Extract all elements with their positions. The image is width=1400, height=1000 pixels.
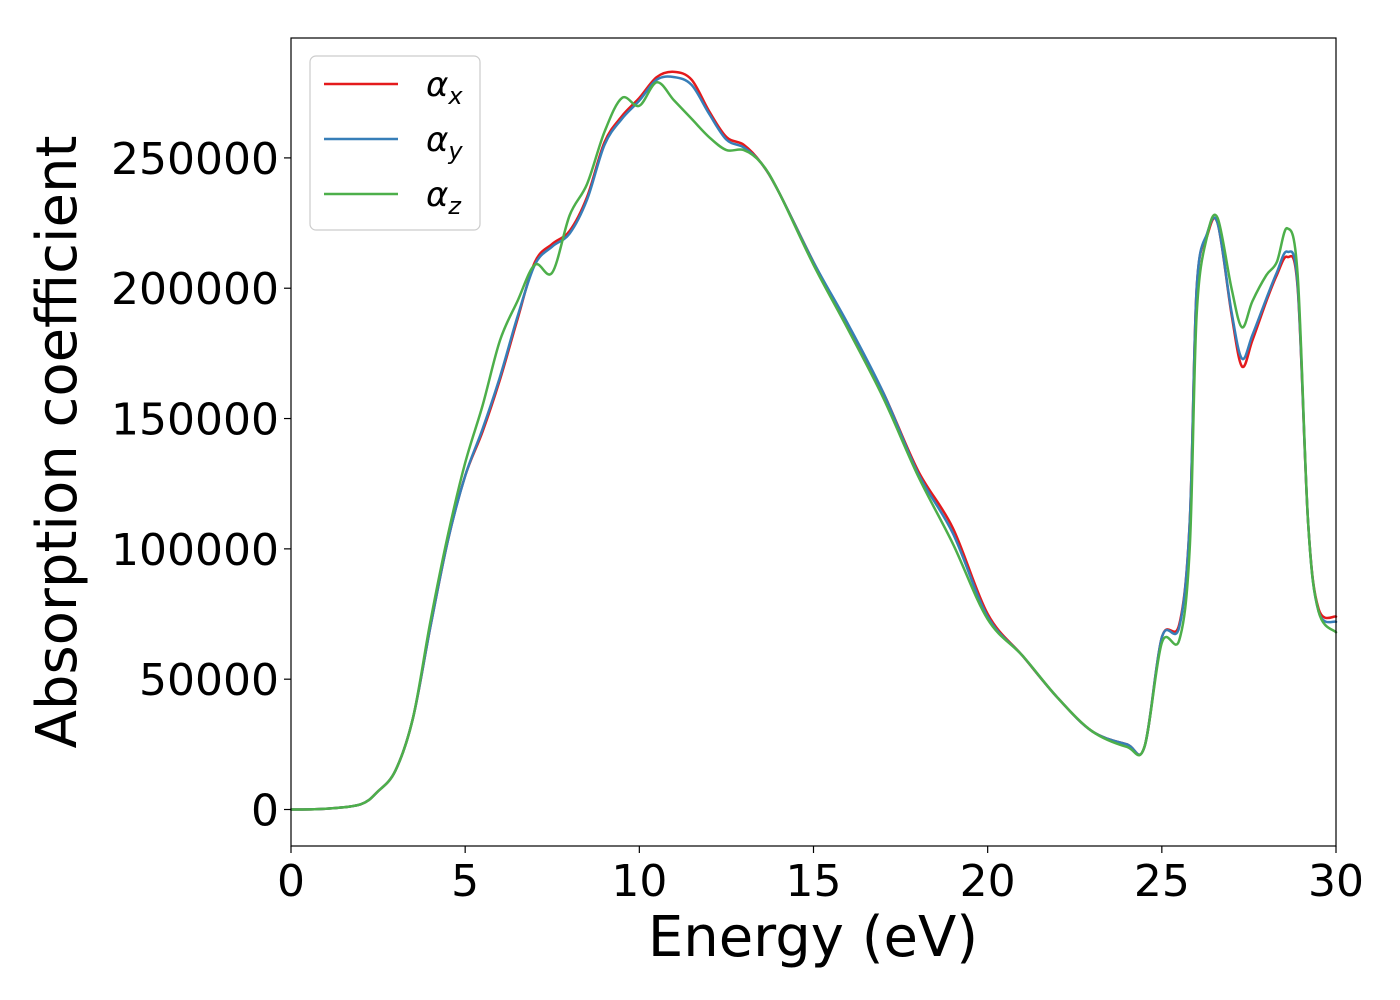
y-tick-label: 0 [251,786,279,837]
y-tick-label: 100000 [111,525,279,576]
legend-label-y: αy [426,120,463,165]
y-axis-label: Absorption coefficient [25,136,90,749]
x-tick-label: 15 [786,856,842,907]
y-tick-label: 200000 [111,264,279,315]
x-tick-label: 10 [611,856,667,907]
legend-box [309,55,481,231]
x-ticks: 0 5 10 15 20 25 30 [277,846,1364,907]
x-tick-label: 0 [277,856,305,907]
x-tick-label: 20 [960,856,1016,907]
legend-label-x: αx [426,65,463,110]
y-tick-label: 150000 [111,395,279,446]
x-tick-label: 5 [451,856,479,907]
y-ticks: 0 50000 100000 150000 200000 250000 [111,134,291,837]
x-tick-label: 25 [1134,856,1190,907]
x-tick-label: 30 [1308,856,1364,907]
series-line-z [289,81,1338,811]
x-axis-label: Energy (eV) [648,905,978,970]
series-line-y [289,75,1338,811]
legend: αx αy αz [309,55,481,231]
legend-label-z: αz [426,175,462,220]
y-tick-label: 50000 [139,655,279,706]
y-tick-label: 250000 [111,134,279,185]
series-layer [289,70,1338,811]
legend-items: αx αy αz [324,65,463,220]
